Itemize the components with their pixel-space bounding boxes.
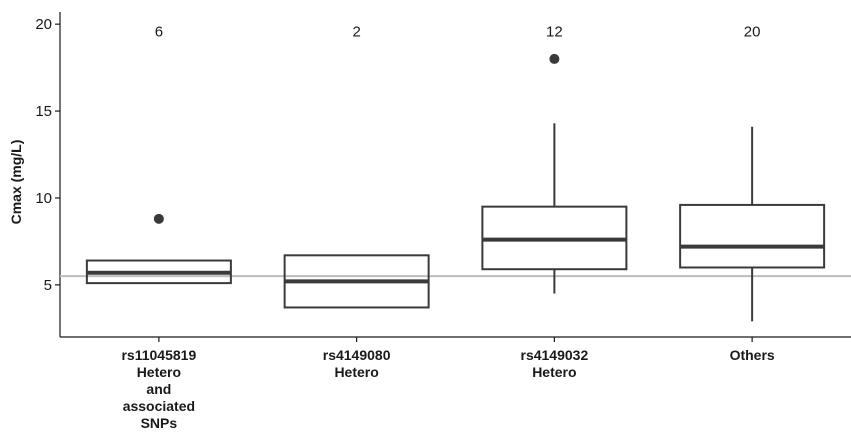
sample-size-label: 12 [546, 23, 563, 40]
sample-size-label: 2 [352, 23, 360, 40]
x-category-label-line: rs11045819 [121, 347, 196, 363]
x-category-label-line: and [146, 381, 171, 397]
box-1 [85, 213, 232, 285]
x-category-label-line: associated [123, 398, 195, 414]
outlier-point [153, 213, 164, 224]
y-tick-label: 20 [35, 16, 52, 33]
outlier-point [549, 53, 560, 64]
x-category-label: rs4149080 Hetero [323, 347, 391, 380]
y-tick-label: 10 [35, 190, 52, 207]
box-iqr [679, 203, 826, 269]
y-tick-label: 5 [44, 277, 52, 294]
x-axis: rs11045819 Hetero and associated SNPsrs41490… [60, 336, 851, 431]
y-axis-title: Cmax (mg/L) [8, 140, 24, 225]
box-3 [481, 53, 628, 294]
x-category-label: rs4149032 Hetero [521, 347, 589, 380]
x-category-label-line: Hetero [137, 364, 181, 380]
x-category-label: Others [730, 347, 775, 363]
x-category-label-line: rs4149080 [323, 347, 391, 363]
x-category-label-line: SNPs [141, 415, 178, 431]
x-category-label-line: Hetero [532, 364, 576, 380]
sample-size-label: 20 [744, 23, 761, 40]
sample-size-labels: 6 2 12 20 [155, 23, 761, 40]
sample-size-label: 6 [155, 23, 163, 40]
x-category-label-line: rs4149032 [521, 347, 589, 363]
x-category-label-line: Hetero [334, 364, 378, 380]
x-category-label: rs11045819 Hetero and associated SNPs [121, 347, 196, 431]
y-axis: 5 10 15 20 [35, 12, 61, 337]
x-category-label-line: Others [730, 347, 775, 363]
y-tick-label: 15 [35, 103, 52, 120]
box-4 [679, 126, 826, 322]
box-2 [283, 254, 430, 309]
boxes-layer [85, 53, 826, 322]
